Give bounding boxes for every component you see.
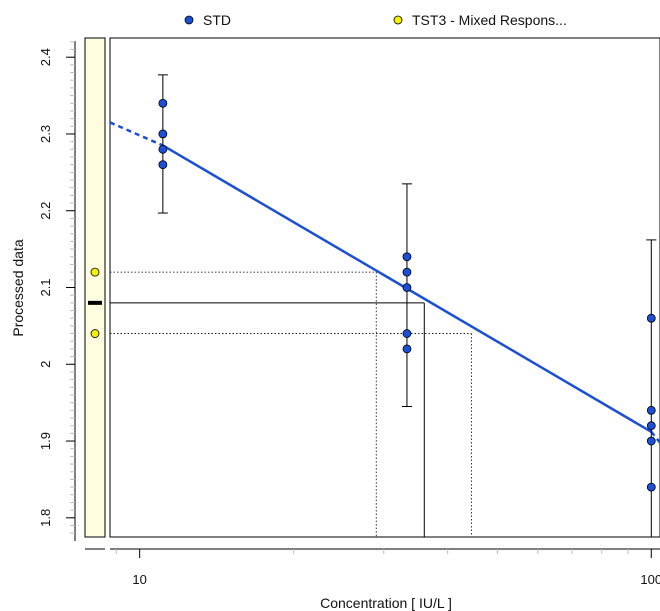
- sample-strip: [88, 267, 102, 338]
- y-axis: 1.8 1.9 2 2.1 2.2 2.3 2.4 Processed data: [10, 41, 76, 541]
- x-tick-label: 100: [640, 572, 660, 587]
- std-point: [646, 436, 656, 446]
- y-tick-label: 1.9: [38, 432, 53, 450]
- y-tick-label: 2.1: [38, 278, 53, 296]
- std-point: [402, 283, 412, 292]
- x-axis-ticks: 10 100: [115, 549, 660, 587]
- y-tick-label: 1.8: [38, 509, 53, 527]
- std-point: [402, 252, 412, 262]
- std-points: [158, 98, 656, 492]
- legend-marker-std: [184, 15, 194, 25]
- legend-label-tst3: TST3 - Mixed Respons...: [412, 12, 567, 28]
- y-tick-label: 2.3: [38, 125, 53, 143]
- std-point: [646, 313, 656, 323]
- y-tick-label: 2.4: [38, 48, 53, 66]
- std-point: [402, 344, 412, 354]
- std-point: [402, 267, 412, 277]
- legend: STD TST3 - Mixed Respons...: [184, 12, 567, 28]
- std-point: [646, 405, 656, 415]
- std-point: [158, 98, 168, 108]
- legend-marker-tst3: [393, 15, 403, 25]
- sample-point: [90, 267, 100, 277]
- std-point: [158, 129, 168, 139]
- fit-line-extrapolated-left: [109, 121, 164, 147]
- y-tick-label: 2.2: [38, 202, 53, 220]
- sample-strip-panel: [84, 37, 106, 538]
- std-point: [402, 329, 412, 338]
- std-point: [158, 160, 168, 170]
- legend-label-std: STD: [203, 12, 231, 28]
- x-tick-label: 10: [132, 572, 146, 587]
- y-axis-major-ticks: 1.8 1.9 2 2.1 2.2 2.3 2.4: [38, 48, 75, 527]
- plot-panel: [109, 37, 660, 538]
- error-bars: [157, 74, 657, 538]
- std-point: [646, 482, 656, 492]
- sample-point: [90, 329, 100, 338]
- x-axis-title: Concentration [ IU/L ]: [320, 595, 452, 611]
- std-point: [646, 421, 656, 431]
- y-tick-label: 2: [38, 361, 53, 368]
- fit-line-extrapolated-right: [650, 431, 660, 444]
- std-point: [158, 144, 168, 154]
- y-axis-title: Processed data: [10, 239, 26, 336]
- x-axis: 10 100 Concentration [ IU/L ]: [85, 548, 660, 611]
